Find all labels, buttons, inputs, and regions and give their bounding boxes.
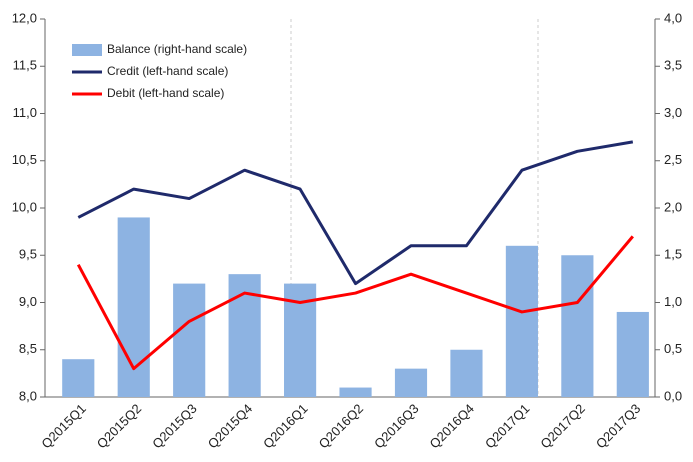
bar — [450, 349, 483, 397]
y-tick-label: 10,0 — [12, 199, 37, 214]
y-tick-label: 12,0 — [12, 10, 37, 25]
bar — [62, 359, 95, 397]
x-tick-label: Q2017Q2 — [537, 401, 587, 451]
x-tick-label: Q2017Q1 — [482, 401, 532, 451]
x-tick-label: Q2016Q2 — [316, 401, 366, 451]
y2-tick-label: 1,0 — [664, 294, 682, 309]
y2-tick-label: 3,0 — [664, 105, 682, 120]
y2-tick-label: 1,5 — [664, 247, 682, 262]
bar — [339, 387, 372, 397]
y2-tick-label: 3,5 — [664, 58, 682, 73]
y2-tick-label: 0,0 — [664, 388, 682, 403]
line — [77, 140, 634, 286]
x-tick-label: Q2016Q3 — [371, 401, 421, 451]
legend-swatch — [72, 44, 102, 56]
x-tick-label: Q2015Q4 — [205, 401, 255, 451]
x-tick-label: Q2016Q4 — [427, 401, 477, 451]
y-tick-label: 11,5 — [13, 58, 37, 73]
x-tick-label: Q2017Q3 — [593, 401, 643, 451]
legend-label: Credit (left-hand scale) — [107, 64, 228, 78]
y-tick-label: 8,5 — [19, 341, 37, 356]
legend-label: Balance (right-hand scale) — [107, 42, 247, 56]
y-tick-label: 9,0 — [19, 294, 37, 309]
y-tick-label: 11,0 — [13, 105, 37, 120]
legend-label: Debit (left-hand scale) — [107, 86, 224, 100]
y-tick-label: 9,5 — [19, 247, 37, 262]
y-tick-label: 8,0 — [19, 388, 37, 403]
bar — [616, 311, 649, 397]
bar — [505, 245, 538, 397]
x-tick-label: Q2015Q3 — [149, 401, 199, 451]
legend: Balance (right-hand scale) Credit (left-h… — [72, 42, 247, 100]
bar — [173, 283, 206, 397]
bar — [561, 255, 594, 397]
y2-tick-label: 2,0 — [664, 199, 682, 214]
y2-tick-label: 2,5 — [664, 152, 682, 167]
y2-tick-label: 4,0 — [664, 10, 682, 25]
x-tick-label: Q2015Q2 — [94, 401, 144, 451]
bar — [394, 368, 428, 397]
y2-tick-label: 0,5 — [664, 341, 682, 356]
x-tick-label: Q2016Q1 — [260, 401, 310, 451]
line — [76, 235, 634, 371]
y-tick-label: 10,5 — [12, 152, 37, 167]
x-tick-label: Q2015Q1 — [38, 401, 88, 451]
